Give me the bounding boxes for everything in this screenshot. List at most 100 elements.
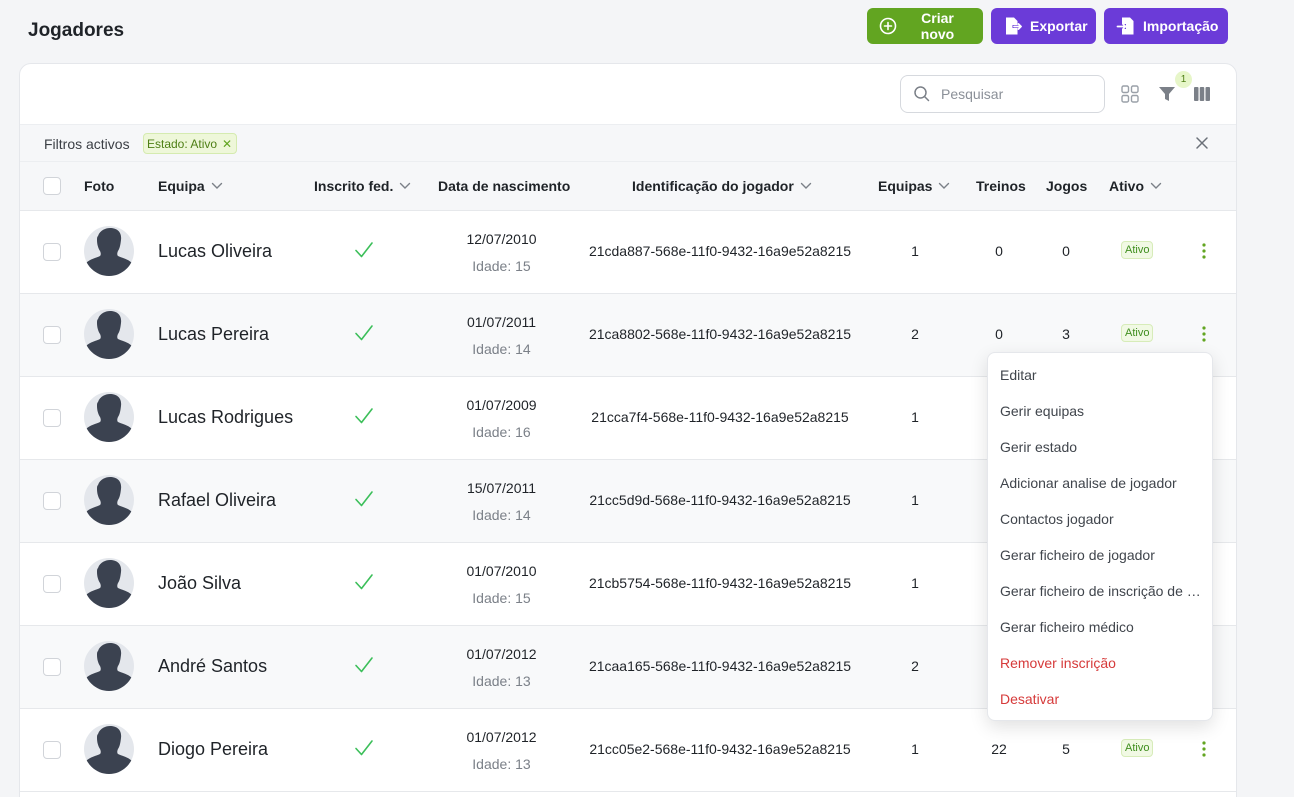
player-age: Idade: 13 xyxy=(472,756,531,772)
more-vertical-icon xyxy=(1202,741,1206,757)
search-icon xyxy=(914,86,930,102)
column-header-inscrito[interactable]: Inscrito fed. xyxy=(314,178,411,194)
file-import-icon xyxy=(1116,17,1134,35)
avatar xyxy=(84,309,134,359)
menu-item-editar[interactable]: Editar xyxy=(1000,367,1037,383)
active-filters-label: Filtros activos xyxy=(44,136,130,152)
birth-date: 01/07/2012 xyxy=(466,646,537,662)
row-checkbox[interactable] xyxy=(43,575,61,593)
column-label: Jogos xyxy=(1046,178,1088,194)
player-age: Idade: 14 xyxy=(472,507,531,523)
chevron-down-icon xyxy=(939,182,950,189)
row-actions-button[interactable] xyxy=(1198,739,1210,759)
row-checkbox[interactable] xyxy=(43,658,61,676)
avatar xyxy=(84,226,134,276)
clear-filters-icon[interactable] xyxy=(1195,136,1209,150)
column-header-equipa[interactable]: Equipa xyxy=(158,178,223,194)
filter-chip-status[interactable]: Estado: Ativo ✕ xyxy=(143,133,238,154)
table-header: Foto Equipa Inscrito fed. Data de nascim… xyxy=(20,162,1236,211)
column-header-nascimento: Data de nascimento xyxy=(438,178,570,194)
filter-count-badge: 1 xyxy=(1175,71,1192,88)
avatar xyxy=(84,724,134,774)
avatar xyxy=(84,558,134,608)
row-checkbox[interactable] xyxy=(43,243,61,261)
create-new-label: Criar novo xyxy=(920,10,955,42)
column-label: Ativo xyxy=(1109,178,1144,194)
avatar-silhouette-icon xyxy=(84,394,134,442)
row-checkbox[interactable] xyxy=(43,492,61,510)
column-label: Data de nascimento xyxy=(438,178,571,194)
table-row: João Silva 01/07/2010 Idade: 15 21cb5754-56… xyxy=(20,543,1236,626)
player-age: Idade: 16 xyxy=(472,424,531,440)
menu-item-gerar-ficheiro-inscricao[interactable]: Gerar ficheiro de inscrição de jogador xyxy=(1000,583,1212,599)
remove-filter-icon[interactable]: ✕ xyxy=(222,136,233,151)
search-input[interactable] xyxy=(941,86,1091,102)
row-actions-button[interactable] xyxy=(1198,241,1210,261)
export-button[interactable]: Exportar xyxy=(991,8,1096,44)
table-row: André Santos 01/07/2012 Idade: 13 21caa165-… xyxy=(20,626,1236,709)
column-header-equipas[interactable]: Equipas xyxy=(878,178,950,194)
teams-count: 2 xyxy=(911,658,919,674)
teams-count: 1 xyxy=(911,741,919,757)
check-icon xyxy=(355,242,373,258)
table-row: Lucas Oliveira 12/07/2010 Idade: 15 21cda88… xyxy=(20,211,1236,294)
import-button[interactable]: Importação xyxy=(1104,8,1228,44)
create-new-button[interactable]: Criar novo xyxy=(867,8,983,44)
column-header-identificacao[interactable]: Identificação do jogador xyxy=(632,178,812,194)
registered-check xyxy=(354,739,374,762)
player-name[interactable]: Rafael Oliveira xyxy=(158,490,277,510)
games-count: 0 xyxy=(1062,243,1070,259)
menu-item-gerar-ficheiro-medico[interactable]: Gerar ficheiro médico xyxy=(1000,619,1134,635)
menu-item-desativar[interactable]: Desativar xyxy=(1000,691,1060,707)
registered-check xyxy=(354,324,374,347)
menu-item-gerir-equipas[interactable]: Gerir equipas xyxy=(1000,403,1085,419)
column-label: Equipas xyxy=(878,178,933,194)
row-actions-button[interactable] xyxy=(1198,324,1210,344)
active-filters-bar: Filtros activos Estado: Ativo ✕ xyxy=(20,124,1236,162)
row-checkbox[interactable] xyxy=(43,326,61,344)
player-name[interactable]: André Santos xyxy=(158,656,268,676)
chevron-down-icon xyxy=(211,182,222,189)
status-badge: Ativo xyxy=(1121,241,1154,259)
avatar xyxy=(84,475,134,525)
row-actions-menu: Editar Gerir equipas Gerir estado Adicio… xyxy=(987,352,1213,721)
player-name[interactable]: Lucas Pereira xyxy=(158,324,270,344)
row-checkbox[interactable] xyxy=(43,409,61,427)
registered-check xyxy=(354,490,374,513)
more-vertical-icon xyxy=(1202,326,1206,342)
grid-view-icon[interactable] xyxy=(1121,85,1139,103)
avatar-silhouette-icon xyxy=(84,560,134,608)
birth-date: 12/07/2010 xyxy=(466,231,537,247)
trainings-count: 0 xyxy=(995,243,1003,259)
birth-date: 01/07/2009 xyxy=(466,397,537,413)
filter-chip-label: Estado: Ativo xyxy=(147,136,218,151)
player-name[interactable]: Lucas Oliveira xyxy=(158,241,273,261)
player-age: Idade: 14 xyxy=(472,341,531,357)
registered-check xyxy=(354,407,374,430)
menu-item-gerir-estado[interactable]: Gerir estado xyxy=(1000,439,1078,455)
column-header-jogos: Jogos xyxy=(1046,178,1087,194)
column-label: Identificação do jogador xyxy=(632,178,794,194)
menu-item-adicionar-analise[interactable]: Adicionar analise de jogador xyxy=(1000,475,1177,491)
player-name[interactable]: Diogo Pereira xyxy=(158,739,269,759)
column-header-ativo[interactable]: Ativo xyxy=(1109,178,1162,194)
avatar-silhouette-icon xyxy=(84,311,134,359)
player-age: Idade: 15 xyxy=(472,590,531,606)
column-label: Equipa xyxy=(158,178,205,194)
row-checkbox[interactable] xyxy=(43,741,61,759)
player-name[interactable]: João Silva xyxy=(158,573,242,593)
table-row: Diogo Pereira 01/07/2012 Idade: 13 21cc05e2… xyxy=(20,709,1236,792)
columns-icon[interactable] xyxy=(1193,85,1211,103)
menu-item-gerar-ficheiro-jogador[interactable]: Gerar ficheiro de jogador xyxy=(1000,547,1155,563)
teams-count: 1 xyxy=(911,492,919,508)
teams-count: 2 xyxy=(911,326,919,342)
plus-circle-icon xyxy=(879,17,897,35)
player-name[interactable]: Lucas Rodrigues xyxy=(158,407,294,427)
menu-item-contactos-jogador[interactable]: Contactos jogador xyxy=(1000,511,1114,527)
menu-item-remover-inscricao[interactable]: Remover inscrição xyxy=(1000,655,1116,671)
teams-count: 1 xyxy=(911,409,919,425)
search-box[interactable] xyxy=(900,75,1105,113)
select-all-checkbox[interactable] xyxy=(43,177,61,195)
check-icon xyxy=(355,408,373,424)
filter-icon[interactable] xyxy=(1157,84,1177,104)
